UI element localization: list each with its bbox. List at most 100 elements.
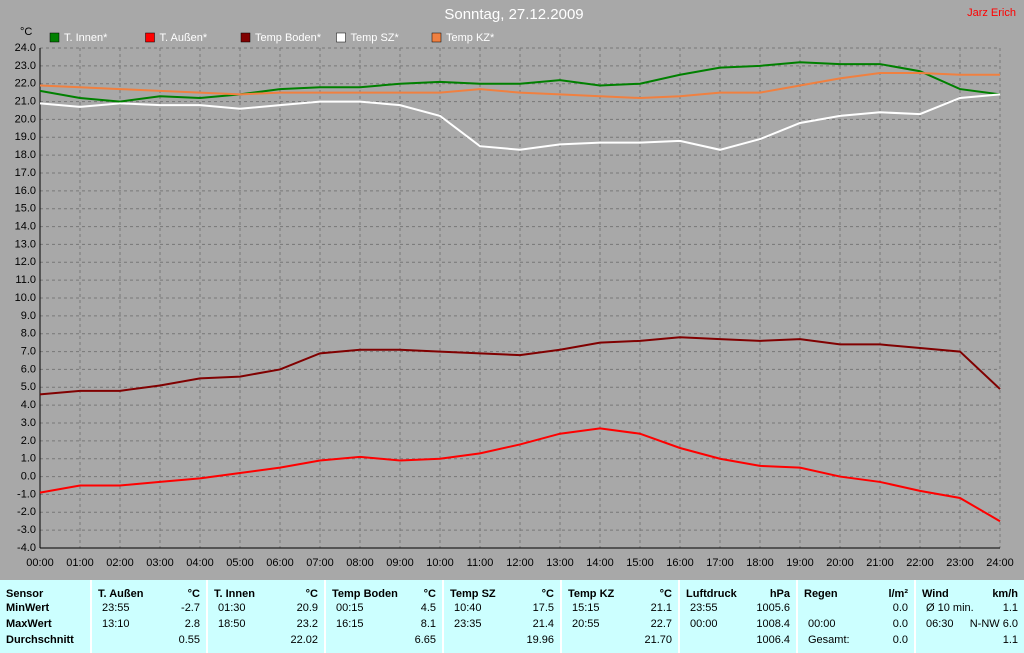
x-tick-label: 21:00: [866, 557, 894, 569]
x-tick-label: 16:00: [666, 557, 694, 569]
y-tick-label: 4.0: [21, 399, 36, 411]
table-cell: 1.1: [1002, 602, 1018, 614]
y-tick-label: 9.0: [21, 310, 36, 322]
y-tick-label: -3.0: [17, 524, 36, 536]
y-tick-label: 15.0: [15, 203, 36, 215]
y-tick-label: 13.0: [15, 238, 36, 250]
y-tick-label: 23.0: [15, 60, 36, 72]
table-cell: N-NW 6.0: [969, 618, 1018, 630]
x-tick-label: 02:00: [106, 557, 134, 569]
table-column: Wind km/h Ø 10 min. 1.1 06:30 N-NW 6.0 1.1: [914, 580, 1024, 653]
table-column: Temp KZ °C 15:15 21.1 20:55 22.7 21.70: [560, 580, 678, 653]
table-cell: Regen: [804, 588, 838, 600]
legend-swatch: [145, 32, 155, 43]
table-cell: Sensor: [6, 588, 44, 600]
series-line: [39, 336, 1001, 396]
table-cell: 0.55: [178, 634, 200, 646]
table-cell: 20:55: [572, 618, 600, 630]
x-tick-label: 23:00: [946, 557, 974, 569]
y-axis-label: °C: [20, 26, 32, 38]
table-cell: MaxWert: [6, 618, 52, 630]
legend-swatch: [49, 32, 60, 43]
table-column: T. Innen °C 01:30 20.9 18:50 23.2 22.02: [206, 580, 324, 653]
x-tick-label: 14:00: [586, 557, 614, 569]
x-tick-label: 11:00: [467, 557, 494, 569]
table-cell: 00:00: [808, 618, 836, 630]
table-cell: 17.5: [532, 602, 554, 614]
table-column: Luftdruck hPa 23:55 1005.6 00:00 1008.4 1006.4: [678, 580, 796, 653]
series-line: [39, 427, 1001, 523]
series-line: [39, 72, 1000, 100]
table-cell: 06:30: [926, 618, 954, 630]
x-tick-label: 03:00: [146, 557, 174, 569]
table-cell: 0.0: [892, 634, 908, 646]
table-cell: 0.0: [892, 602, 908, 614]
table-cell: 1006.4: [756, 634, 790, 646]
table-cell: 21.1: [650, 602, 672, 614]
table-cell: 23.2: [296, 618, 318, 630]
table-cell: °C: [187, 588, 200, 600]
x-tick-label: 10:00: [426, 557, 454, 569]
table-cell: Luftdruck: [686, 588, 737, 600]
x-tick-label: 07:00: [306, 557, 334, 569]
table-cell: Gesamt:: [808, 634, 850, 646]
legend-swatch: [240, 32, 251, 43]
table-cell: 22.02: [290, 634, 318, 646]
legend-label: T. Innen*: [64, 32, 108, 44]
x-tick-label: 01:00: [66, 557, 94, 569]
table-column: Temp Boden °C 00:15 4.5 16:15 8.1 6.65: [324, 580, 442, 653]
table-cell: -2.7: [181, 602, 200, 614]
y-tick-label: 16.0: [15, 185, 36, 197]
x-tick-label: 24:00: [986, 557, 1014, 569]
table-cell: Wind: [922, 588, 949, 600]
y-tick-label: 10.0: [15, 292, 36, 304]
table-column: Temp SZ °C 10:40 17.5 23:35 21.4 19.96: [442, 580, 560, 653]
x-tick-label: 12:00: [506, 557, 534, 569]
y-tick-label: 6.0: [21, 363, 36, 375]
legend-label: Temp Boden*: [255, 32, 322, 44]
table-cell: Ø 10 min.: [926, 602, 974, 614]
table-column: Regen l/m² 0.0 00:00 0.0 Gesamt: 0.0: [796, 580, 914, 653]
y-tick-label: 2.0: [21, 435, 36, 447]
table-cell: 13:10: [102, 618, 130, 630]
y-tick-label: 11.0: [15, 274, 36, 286]
legend-swatch: [431, 32, 442, 43]
y-tick-label: 1.0: [21, 453, 36, 465]
table-cell: T. Außen: [98, 588, 144, 600]
x-tick-label: 22:00: [906, 557, 934, 569]
table-cell: 15:15: [572, 602, 600, 614]
table-cell: 1005.6: [756, 602, 790, 614]
x-tick-label: 09:00: [386, 557, 414, 569]
y-tick-label: 14.0: [15, 220, 36, 232]
table-cell: °C: [659, 588, 672, 600]
table-cell: 23:35: [454, 618, 482, 630]
table-cell: 1.1: [1002, 634, 1018, 646]
table-column: T. Außen °C 23:55 -2.7 13:10 2.8 0.55: [90, 580, 206, 653]
x-tick-label: 18:00: [746, 557, 774, 569]
table-cell: 2.8: [184, 618, 200, 630]
table-cell: 4.5: [420, 602, 436, 614]
y-tick-label: 0.0: [21, 470, 36, 482]
x-tick-label: 17:00: [706, 557, 734, 569]
table-cell: 00:15: [336, 602, 364, 614]
table-cell: km/h: [992, 588, 1018, 600]
x-tick-label: 19:00: [786, 557, 814, 569]
y-tick-label: 24.0: [15, 42, 36, 54]
y-tick-label: 7.0: [21, 345, 36, 357]
legend-label: T. Außen*: [160, 32, 208, 44]
table-cell: 23:55: [102, 602, 130, 614]
table-cell: T. Innen: [214, 588, 255, 600]
x-tick-label: 15:00: [626, 557, 654, 569]
table-cell: Durchschnitt: [6, 634, 74, 646]
table-cell: 20.9: [296, 602, 318, 614]
table-cell: °C: [305, 588, 318, 600]
y-tick-label: -1.0: [17, 488, 36, 500]
y-tick-label: 8.0: [21, 328, 36, 340]
x-tick-label: 05:00: [226, 557, 254, 569]
y-tick-label: 22.0: [15, 78, 36, 90]
x-tick-label: 00:00: [26, 557, 54, 569]
y-tick-label: 12.0: [15, 256, 36, 268]
table-cell: 23:55: [690, 602, 718, 614]
y-tick-label: -4.0: [17, 542, 36, 554]
